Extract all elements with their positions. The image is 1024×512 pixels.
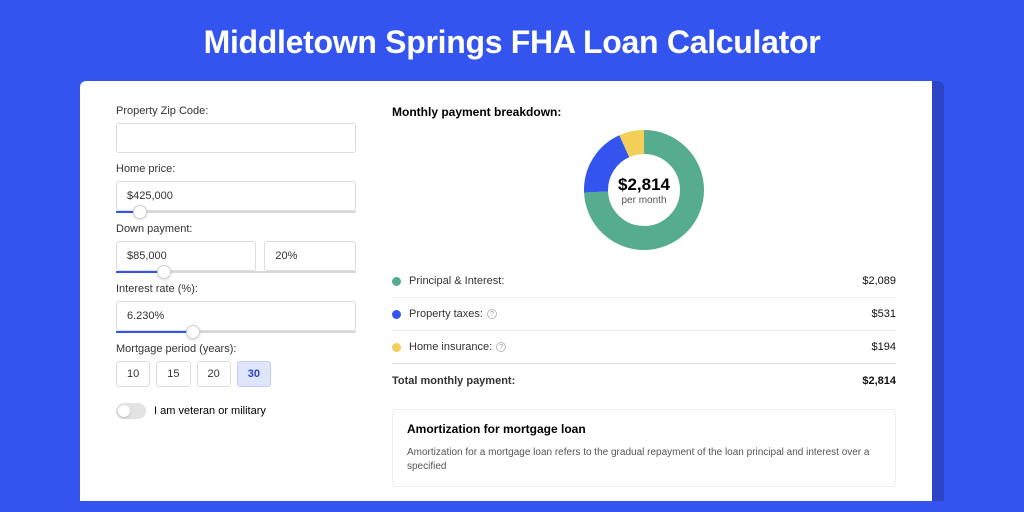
legend-label: Home insurance:? [409, 341, 872, 353]
period-field: Mortgage period (years): 1015 2030 [116, 343, 356, 387]
legend-label: Principal & Interest: [409, 275, 862, 287]
down-payment-input[interactable] [116, 241, 256, 271]
breakdown-title: Monthly payment breakdown: [392, 105, 896, 119]
interest-label: Interest rate (%): [116, 283, 356, 295]
breakdown-panel: Monthly payment breakdown: $2,814 per mo… [392, 105, 896, 501]
legend-label: Property taxes:? [409, 308, 872, 320]
down-payment-label: Down payment: [116, 223, 356, 235]
legend-value: $531 [872, 308, 896, 320]
legend-row: Home insurance:?$194 [392, 330, 896, 363]
interest-field: Interest rate (%): [116, 283, 356, 333]
donut-center: $2,814 per month [583, 129, 705, 251]
interest-slider[interactable] [116, 331, 356, 333]
zip-field: Property Zip Code: [116, 105, 356, 153]
legend-dot [392, 343, 401, 352]
home-price-label: Home price: [116, 163, 356, 175]
home-price-slider[interactable] [116, 211, 356, 213]
inputs-panel: Property Zip Code: Home price: Down paym… [116, 105, 356, 501]
slider-thumb[interactable] [157, 265, 171, 279]
donut-sub: per month [621, 195, 666, 206]
slider-thumb[interactable] [133, 205, 147, 219]
legend-value: $194 [872, 341, 896, 353]
legend-dot [392, 277, 401, 286]
period-button-10[interactable]: 10 [116, 361, 150, 387]
total-value: $2,814 [862, 375, 896, 387]
total-label: Total monthly payment: [392, 375, 862, 387]
home-price-field: Home price: [116, 163, 356, 213]
period-button-15[interactable]: 15 [156, 361, 190, 387]
down-payment-slider[interactable] [116, 271, 356, 273]
down-payment-field: Down payment: [116, 223, 356, 273]
period-button-30[interactable]: 30 [237, 361, 271, 387]
info-icon[interactable]: ? [496, 342, 506, 352]
veteran-row: I am veteran or military [116, 403, 356, 419]
legend-row: Principal & Interest:$2,089 [392, 265, 896, 297]
amortization-title: Amortization for mortgage loan [407, 422, 881, 436]
period-button-20[interactable]: 20 [197, 361, 231, 387]
page-title: Middletown Springs FHA Loan Calculator [0, 0, 1024, 81]
info-icon[interactable]: ? [487, 309, 497, 319]
period-label: Mortgage period (years): [116, 343, 356, 355]
calculator-card: Property Zip Code: Home price: Down paym… [80, 81, 944, 501]
zip-label: Property Zip Code: [116, 105, 356, 117]
donut-chart: $2,814 per month [392, 129, 896, 251]
total-row: Total monthly payment: $2,814 [392, 363, 896, 397]
veteran-label: I am veteran or military [154, 405, 266, 417]
amortization-text: Amortization for a mortgage loan refers … [407, 446, 881, 474]
toggle-knob [118, 405, 130, 417]
veteran-toggle[interactable] [116, 403, 146, 419]
slider-thumb[interactable] [186, 325, 200, 339]
interest-input[interactable] [116, 301, 356, 331]
legend-row: Property taxes:?$531 [392, 297, 896, 330]
donut-amount: $2,814 [618, 175, 670, 195]
zip-input[interactable] [116, 123, 356, 153]
legend-dot [392, 310, 401, 319]
amortization-box: Amortization for mortgage loan Amortizat… [392, 409, 896, 487]
legend: Principal & Interest:$2,089Property taxe… [392, 265, 896, 363]
home-price-input[interactable] [116, 181, 356, 211]
legend-value: $2,089 [862, 275, 896, 287]
down-payment-pct-input[interactable] [264, 241, 356, 271]
